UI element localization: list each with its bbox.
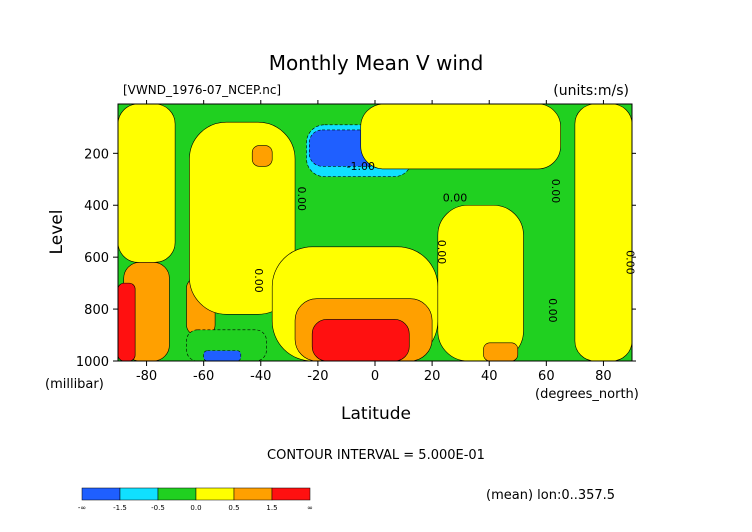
- x-tick-label: -80: [136, 369, 157, 384]
- x-tick-label: 0: [371, 369, 379, 384]
- units-label: (units:m/s): [553, 83, 629, 99]
- colorbar-label: 0.5: [228, 504, 239, 512]
- y-tick-label: 800: [84, 303, 109, 318]
- contour-region: [117, 103, 176, 263]
- colorbar-label: 0.0: [190, 504, 201, 512]
- contour-region: [574, 103, 633, 362]
- contour-label: 0.00: [549, 179, 562, 204]
- colorbar-label: ∞: [307, 504, 313, 512]
- x-tick-label: -60: [193, 369, 214, 384]
- colorbar: -∞ -1.5 -0.5 0.0 0.5 1.5 ∞: [78, 487, 313, 512]
- contour-region: [251, 145, 273, 167]
- colorbar-segment: [195, 487, 235, 501]
- contour-region: [360, 103, 561, 170]
- contour-label: -1.00: [346, 160, 374, 173]
- y-tick-label: 400: [84, 199, 109, 214]
- y-tick-label: 600: [84, 251, 109, 266]
- x-axis-label: Latitude: [341, 404, 411, 424]
- y-tick-label: 1000: [76, 355, 109, 370]
- x-tick-label: -20: [307, 369, 328, 384]
- x-tick-label: 60: [538, 369, 555, 384]
- colorbar-label: 1.5: [266, 504, 277, 512]
- contour-label: 0.00: [623, 250, 636, 275]
- x-tick-label: 40: [481, 369, 498, 384]
- contour-field: [117, 103, 633, 362]
- colorbar-segment: [233, 487, 273, 501]
- contour-region: [311, 319, 410, 362]
- contour-region: [437, 204, 524, 362]
- colorbar-label: -∞: [78, 504, 86, 512]
- x-axis-units: (degrees_north): [535, 387, 639, 402]
- y-axis-ticks: 200 400 600 800 1000: [76, 147, 636, 370]
- colorbar-segment: [81, 487, 121, 501]
- x-tick-label: 80: [595, 369, 612, 384]
- contour-label: 0.00: [443, 191, 468, 204]
- contour-region: [203, 350, 242, 362]
- contour-label: 0.00: [435, 240, 448, 265]
- colorbar-label: -0.5: [151, 504, 165, 512]
- colorbar-segment: [119, 487, 159, 501]
- file-label: [VWND_1976-07_NCEP.nc]: [123, 83, 281, 97]
- footer-text: (mean) lon:0..357.5: [486, 488, 615, 503]
- x-axis-ticks: -80 -60 -40 -20 0 20 40 60 80: [136, 100, 612, 384]
- chart-title: Monthly Mean V wind: [269, 51, 484, 75]
- colorbar-segment: [271, 487, 311, 501]
- contour-label: 0.00: [252, 268, 265, 293]
- y-axis-units: (millibar): [45, 377, 104, 392]
- contour-labels: -1.00 0.00 0.00 0.00 0.00 0.00 0.00 0.00: [252, 160, 636, 322]
- colorbar-segment: [157, 487, 197, 501]
- contour-label: 0.00: [546, 298, 559, 323]
- contour-region: [117, 282, 136, 362]
- y-tick-label: 200: [84, 147, 109, 162]
- colorbar-label: -1.5: [113, 504, 127, 512]
- y-axis-label: Level: [47, 210, 67, 255]
- x-tick-label: -40: [250, 369, 271, 384]
- contour-interval-text: CONTOUR INTERVAL = 5.000E-01: [267, 448, 485, 463]
- contour-label: 0.00: [295, 187, 308, 212]
- contour-region: [189, 121, 296, 315]
- x-tick-label: 20: [424, 369, 441, 384]
- contour-region: [483, 342, 519, 362]
